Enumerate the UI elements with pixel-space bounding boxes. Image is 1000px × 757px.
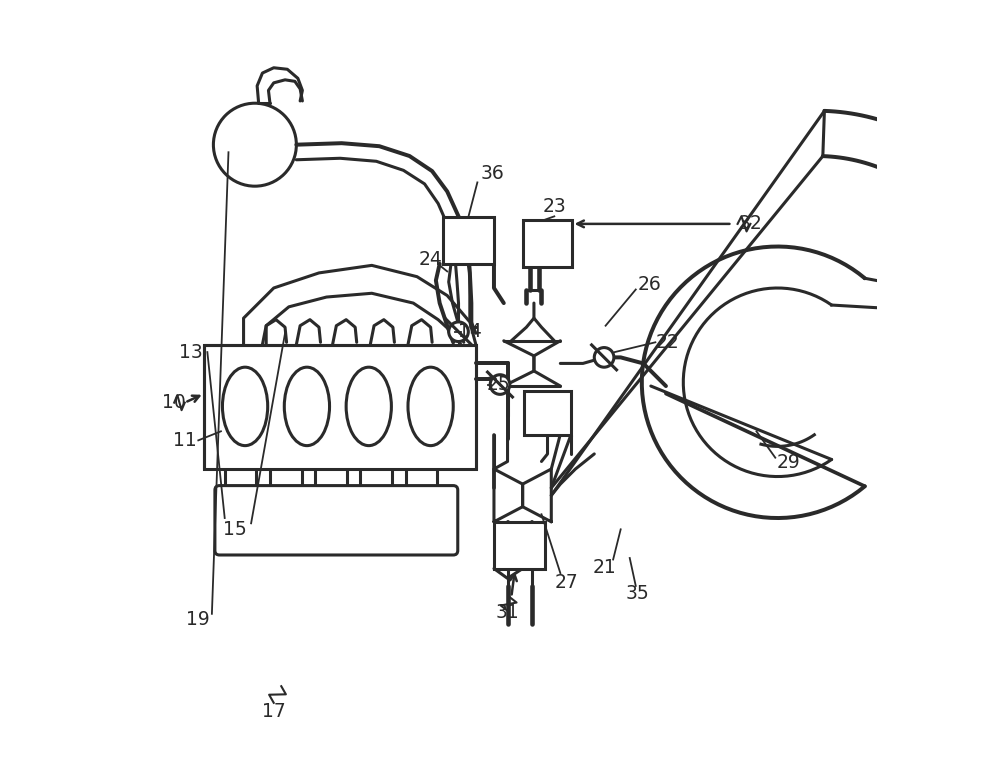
Text: 24: 24 — [419, 250, 443, 269]
Ellipse shape — [408, 367, 453, 446]
Ellipse shape — [346, 367, 391, 446]
Text: 26: 26 — [637, 275, 661, 294]
Text: 19: 19 — [186, 610, 210, 629]
Text: 14: 14 — [458, 322, 482, 341]
Text: 10: 10 — [162, 393, 186, 412]
Bar — [523, 220, 572, 267]
Text: 25: 25 — [487, 375, 510, 394]
Text: 27: 27 — [554, 572, 578, 592]
Text: 32: 32 — [739, 214, 762, 233]
Circle shape — [594, 347, 614, 367]
Ellipse shape — [284, 367, 330, 446]
Bar — [443, 217, 494, 264]
Ellipse shape — [222, 367, 268, 446]
Text: 35: 35 — [625, 584, 649, 603]
Bar — [204, 344, 476, 469]
Text: 15: 15 — [223, 520, 246, 539]
Text: 29: 29 — [776, 453, 800, 472]
Text: 36: 36 — [481, 164, 504, 183]
Text: 31: 31 — [496, 603, 519, 621]
Circle shape — [490, 375, 510, 394]
Circle shape — [449, 322, 468, 341]
FancyBboxPatch shape — [215, 485, 458, 555]
Text: 13: 13 — [179, 343, 203, 362]
Text: 21: 21 — [592, 558, 616, 577]
Bar — [524, 391, 571, 435]
Text: 22: 22 — [656, 333, 679, 352]
Text: 23: 23 — [542, 197, 566, 216]
Circle shape — [213, 103, 296, 186]
Bar — [494, 522, 545, 569]
Text: 17: 17 — [262, 702, 286, 721]
Text: 11: 11 — [173, 431, 197, 450]
